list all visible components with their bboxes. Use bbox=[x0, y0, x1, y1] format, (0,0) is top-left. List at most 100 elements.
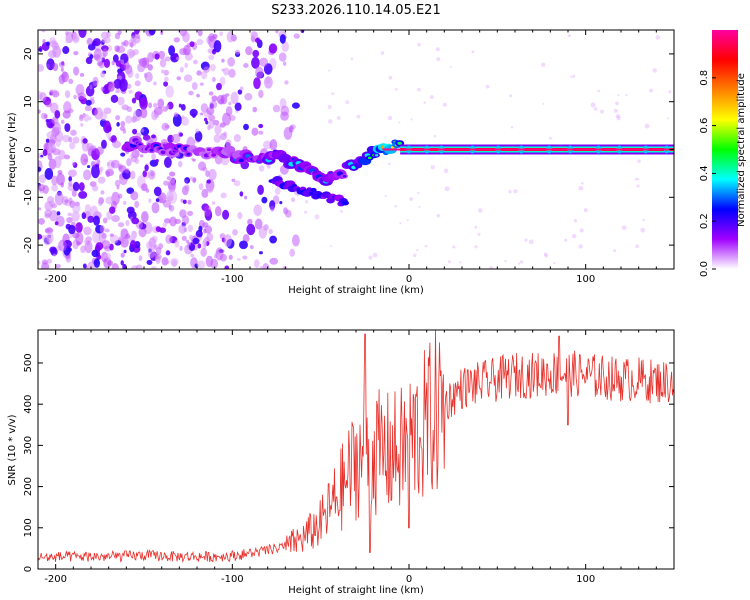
noise-blob bbox=[192, 158, 196, 162]
noise-blob bbox=[259, 266, 264, 269]
noise-blob bbox=[583, 208, 588, 213]
noise-blob bbox=[83, 226, 92, 236]
noise-blob bbox=[182, 31, 190, 43]
noise-blob bbox=[578, 185, 584, 191]
noise-blob bbox=[291, 197, 296, 203]
noise-blob bbox=[82, 263, 87, 269]
noise-blob bbox=[190, 253, 195, 258]
noise-blob bbox=[179, 245, 183, 251]
noise-blob bbox=[165, 85, 174, 98]
noise-blob bbox=[73, 66, 80, 76]
noise-blob bbox=[65, 38, 70, 44]
y-tick-label: 0 bbox=[23, 146, 34, 152]
chart-title: S233.2026.110.14.05.E21 bbox=[271, 3, 440, 18]
noise-blob bbox=[158, 192, 167, 204]
noise-blob bbox=[223, 234, 232, 248]
noise-blob bbox=[153, 102, 158, 108]
y-tick-label: 0 bbox=[23, 566, 34, 572]
noise-blob bbox=[262, 263, 270, 269]
noise-blob bbox=[131, 97, 137, 104]
noise-blob bbox=[474, 245, 478, 249]
noise-blob bbox=[148, 198, 152, 203]
noise-blob bbox=[519, 260, 524, 264]
noise-blob bbox=[66, 217, 73, 224]
noise-blob bbox=[233, 134, 241, 143]
noise-blob bbox=[206, 179, 212, 184]
noise-blob bbox=[54, 191, 64, 206]
noise-blob bbox=[578, 244, 583, 249]
noise-blob bbox=[153, 81, 157, 86]
noise-blob bbox=[388, 75, 393, 80]
noise-blob bbox=[384, 194, 387, 198]
noise-blob bbox=[172, 113, 182, 127]
noise-blob bbox=[234, 49, 241, 55]
noise-blob bbox=[285, 209, 292, 218]
noise-blob bbox=[204, 225, 213, 234]
noise-blob bbox=[223, 131, 228, 137]
ridge-blob bbox=[354, 162, 363, 169]
noise-blob bbox=[101, 37, 108, 43]
colorbar: 0.0 0.2 0.4 0.6 0.8 Normalized spectral ampl… bbox=[699, 30, 747, 277]
noise-blob bbox=[430, 165, 435, 170]
noise-blob bbox=[101, 240, 111, 250]
noise-blob bbox=[266, 164, 271, 169]
ridge-core bbox=[367, 156, 372, 160]
noise-blob bbox=[211, 95, 218, 102]
spectrogram-heatmap bbox=[38, 30, 674, 269]
noise-blob bbox=[57, 170, 63, 175]
noise-blob bbox=[126, 158, 132, 167]
noise-blob bbox=[149, 237, 156, 248]
noise-blob bbox=[259, 57, 268, 67]
noise-blob bbox=[117, 222, 125, 228]
noise-blob bbox=[417, 42, 421, 47]
noise-blob bbox=[254, 218, 263, 230]
noise-blob bbox=[68, 176, 73, 182]
snr-line bbox=[38, 330, 674, 563]
y-tick-label: 100 bbox=[23, 518, 34, 537]
noise-blob bbox=[52, 253, 57, 257]
noise-blob bbox=[90, 160, 96, 168]
noise-blob bbox=[336, 116, 341, 120]
noise-blob bbox=[372, 252, 378, 258]
noise-blob bbox=[424, 244, 428, 248]
noise-blob bbox=[187, 199, 192, 205]
noise-blob bbox=[222, 112, 231, 126]
noise-blob bbox=[244, 92, 253, 101]
noise-blob bbox=[634, 177, 638, 181]
noise-blob bbox=[173, 37, 180, 43]
noise-blob bbox=[109, 233, 114, 237]
noise-blob bbox=[238, 240, 248, 250]
noise-blob bbox=[153, 186, 162, 197]
noise-blob bbox=[471, 50, 475, 54]
noise-blob bbox=[86, 142, 94, 152]
noise-blob bbox=[117, 96, 125, 106]
noise-blob bbox=[92, 76, 99, 87]
noise-blob bbox=[258, 130, 264, 135]
noise-blob bbox=[130, 35, 137, 43]
noise-blob bbox=[123, 249, 127, 254]
noise-blob bbox=[572, 74, 576, 78]
noise-blob bbox=[179, 209, 187, 218]
noise-blob bbox=[68, 233, 74, 238]
noise-blob bbox=[268, 43, 278, 54]
noise-blob bbox=[146, 259, 153, 265]
noise-blob bbox=[253, 204, 262, 216]
noise-blob bbox=[478, 208, 483, 213]
noise-blob bbox=[174, 218, 181, 224]
noise-blob bbox=[151, 266, 157, 269]
noise-blob bbox=[138, 226, 147, 238]
noise-blob bbox=[279, 34, 286, 44]
noise-blob bbox=[180, 104, 186, 111]
noise-blob bbox=[100, 86, 105, 92]
noise-blob bbox=[258, 165, 265, 172]
y-tick-label: -10 bbox=[23, 189, 34, 205]
noise-blob bbox=[171, 133, 181, 144]
noise-blob bbox=[169, 171, 176, 177]
noise-blob bbox=[46, 41, 50, 46]
noise-blob bbox=[278, 52, 287, 62]
noise-blob bbox=[564, 238, 568, 242]
noise-blob bbox=[163, 81, 169, 87]
snr-y-ticks: 0 100 200 300 400 500 bbox=[23, 353, 674, 572]
noise-blob bbox=[106, 162, 110, 167]
